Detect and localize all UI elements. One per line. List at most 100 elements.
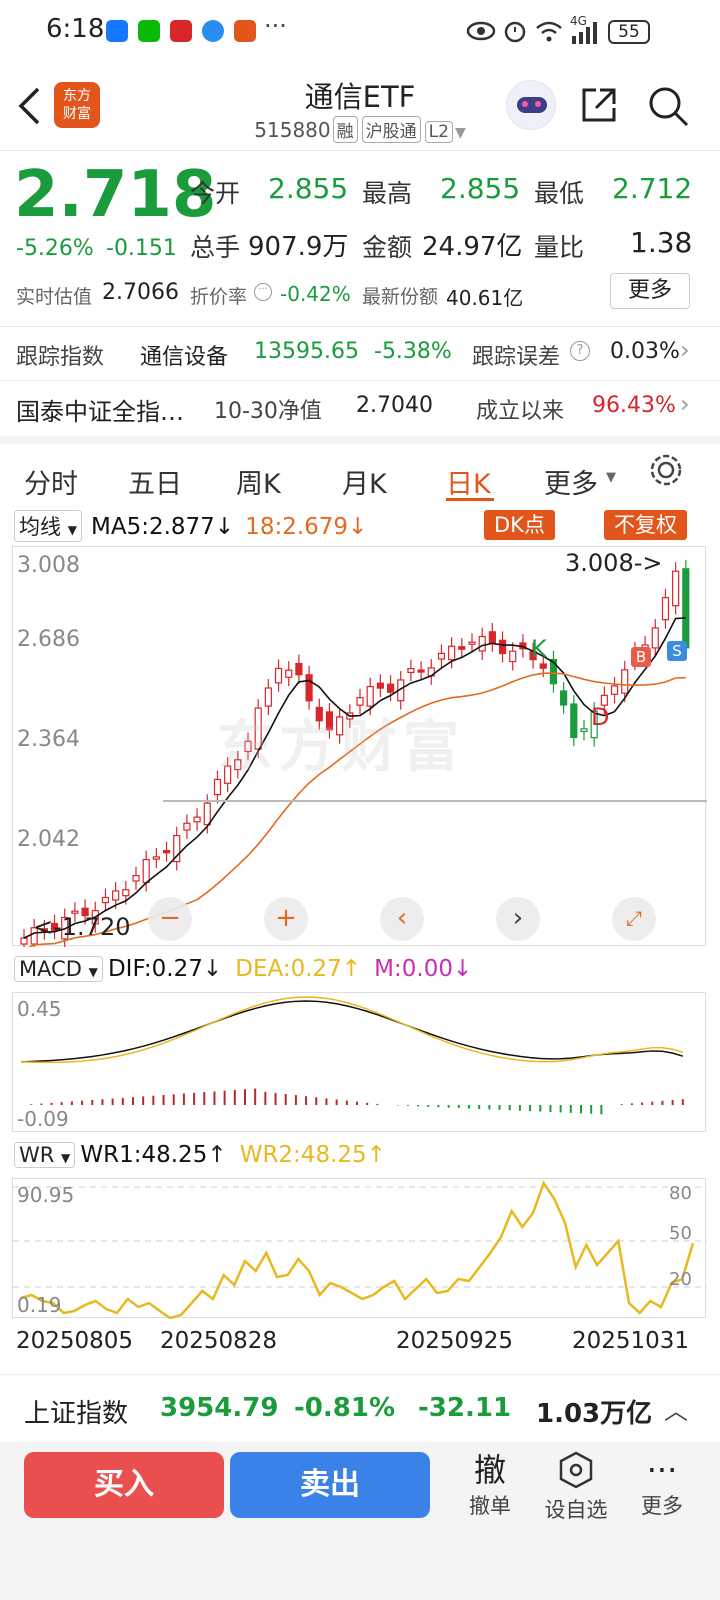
y-label-top: 3.008 — [17, 553, 80, 578]
arrow-down-icon: ↓ — [214, 514, 235, 540]
status-bar: 6:18 ··· 4G 55 — [0, 0, 720, 64]
assistant-robot-icon[interactable] — [506, 80, 556, 130]
min-price-label: <-1.720 — [33, 913, 131, 941]
tracking-error-value: 0.03% — [610, 339, 680, 364]
scroll-left-button[interactable]: ‹ — [380, 897, 424, 941]
low-label: 最低 — [534, 179, 585, 208]
iopv-value: 2.7066 — [102, 280, 179, 305]
wr-y-bottom: 0.19 — [17, 1293, 62, 1317]
candle-body — [213, 778, 222, 796]
zoom-in-button[interactable]: + — [264, 897, 308, 941]
tag-level2: L2 — [424, 121, 453, 143]
candle-body — [600, 694, 608, 706]
macd-legend: MACD ▼ DIF:0.27↓ DEA:0.27↑ M:0.00↓ — [14, 956, 472, 982]
candle-body — [651, 627, 659, 649]
buy-button[interactable]: 买入 — [24, 1452, 224, 1518]
search-icon[interactable] — [646, 84, 690, 128]
fund-row[interactable]: 国泰中证全指… 10-30净值 2.7040 成立以来 96.43% › — [0, 380, 720, 436]
candle-body — [488, 631, 496, 644]
more-notifications-icon: ··· — [264, 12, 287, 40]
indicator-dropdown[interactable]: 均线 ▼ — [14, 510, 82, 542]
change-percent: -5.26% — [16, 236, 94, 261]
arrow-up-icon: ↑ — [366, 1142, 386, 1168]
wr-level-80: 80 — [669, 1183, 692, 1204]
premium-value: -0.42% — [280, 282, 351, 306]
ma18-value: 18:2.679 — [245, 514, 349, 540]
scroll-right-button[interactable]: › — [496, 897, 540, 941]
candlestick-svg — [20, 559, 707, 947]
open-label: 今开 — [190, 179, 241, 208]
sell-button[interactable]: 卖出 — [230, 1452, 430, 1518]
chevron-down-icon[interactable]: ▼ — [454, 125, 466, 141]
candle-body — [661, 597, 670, 621]
candle-body — [50, 922, 59, 931]
back-arrow-icon[interactable] — [16, 86, 42, 126]
tracking-label: 跟踪指数 — [16, 345, 105, 370]
index-ticker-bar[interactable]: 上证指数 3954.79 -0.81% -32.11 1.03万亿 ︿ — [0, 1374, 720, 1442]
eye-icon — [466, 21, 496, 41]
candle-body — [193, 816, 201, 823]
zoom-out-button[interactable]: − — [148, 897, 192, 941]
stock-code-line: 515880 融沪股通 L2 ▼ — [0, 116, 720, 143]
ratio-label: 量比 — [534, 233, 585, 262]
y-label-2: 2.686 — [17, 627, 80, 652]
tab-five-day[interactable]: 五日 — [128, 469, 182, 500]
macd-chart[interactable]: 0.45 -0.09 — [12, 992, 706, 1132]
candle-body — [305, 674, 313, 702]
alarm-icon — [504, 21, 526, 43]
candle-body — [539, 663, 547, 669]
candle-body — [81, 907, 89, 917]
macd-dea: DEA:0.27 — [235, 956, 342, 982]
candle-body — [132, 875, 140, 882]
wr-chart[interactable]: 90.95 0.19 80 50 20 — [12, 1178, 707, 1319]
candle-body — [570, 703, 578, 739]
nav-value: 2.7040 — [356, 393, 433, 418]
tab-intraday[interactable]: 分时 — [24, 469, 78, 500]
candle-body — [173, 835, 181, 863]
tracking-row[interactable]: 跟踪指数 通信设备 13595.65 -5.38% 跟踪误差 ? 0.03% › — [0, 326, 720, 380]
gear-icon[interactable] — [648, 452, 684, 488]
candle-body — [549, 658, 558, 685]
candle-body — [295, 662, 303, 676]
candle-body — [122, 889, 130, 897]
tracking-index-name: 通信设备 — [140, 345, 229, 370]
info-dots-icon[interactable]: ··· — [254, 283, 272, 301]
candle-body — [244, 740, 252, 753]
stock-header: 东方 财富 通信ETF 515880 融沪股通 L2 ▼ — [0, 64, 720, 150]
more-button[interactable]: 更多 — [610, 273, 690, 309]
buy-signal: B — [631, 647, 651, 667]
candle-body — [478, 635, 486, 652]
tab-more[interactable]: 更多 — [544, 469, 598, 500]
adjust-button[interactable]: 不复权 — [604, 510, 687, 540]
tab-weekly[interactable]: 周K — [236, 469, 281, 500]
tab-monthly[interactable]: 月K — [342, 469, 387, 500]
add-watchlist-button[interactable]: 设自选 — [536, 1450, 616, 1524]
share-icon[interactable] — [578, 84, 620, 126]
cancel-order-button[interactable]: 撤 撤单 — [450, 1450, 530, 1520]
dk-point-button[interactable]: DK点 — [484, 510, 555, 540]
candle-body — [509, 650, 517, 663]
candle-body — [264, 687, 272, 707]
tab-daily[interactable]: 日K — [446, 469, 491, 500]
chevron-right-icon: › — [680, 336, 690, 364]
macd-dropdown[interactable]: MACD ▼ — [14, 956, 103, 982]
candle-body — [20, 937, 28, 945]
candle-body — [458, 646, 466, 650]
candle-body — [336, 716, 344, 736]
shares-value: 40.61亿 — [446, 286, 524, 310]
dea-line — [20, 996, 684, 1064]
network-type: 4G — [570, 14, 587, 28]
macd-dif: DIF:0.27 — [107, 956, 203, 982]
help-icon[interactable]: ? — [570, 341, 590, 361]
stock-code: 515880 — [254, 118, 331, 142]
chevron-right-icon: › — [680, 390, 690, 418]
more-actions-button[interactable]: ··· 更多 — [622, 1450, 702, 1520]
wr-level-50: 50 — [669, 1223, 692, 1244]
wr-dropdown[interactable]: WR ▼ — [14, 1142, 76, 1168]
candlestick-chart[interactable]: 东方财富 3.008 2.686 2.364 2.042 3.008-> <-1… — [12, 546, 707, 947]
more-dots-icon: ··· — [646, 1451, 678, 1489]
chevron-up-icon[interactable]: ︿ — [664, 1397, 688, 1425]
arrow-down-icon: ↓ — [348, 514, 368, 540]
status-time: 6:18 — [46, 14, 105, 44]
fullscreen-icon[interactable]: ⤢ — [612, 897, 656, 941]
